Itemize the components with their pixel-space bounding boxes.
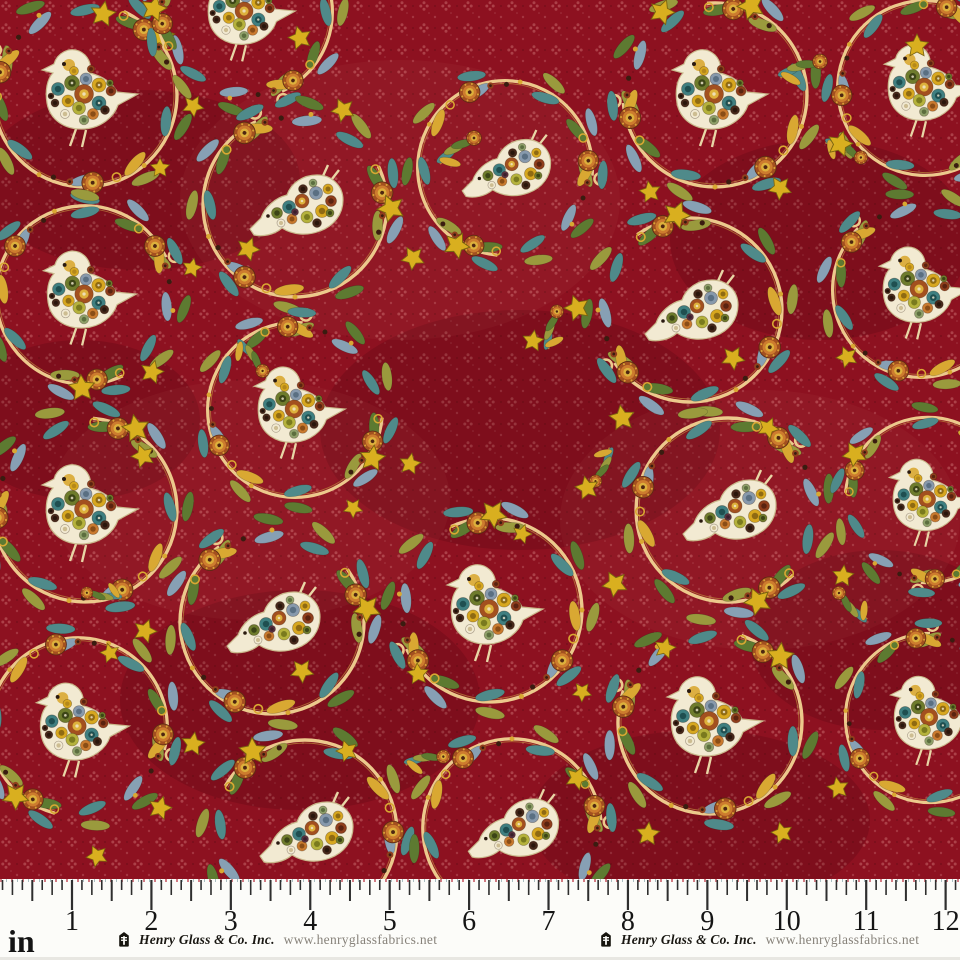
brand-mark: Henry Glass & Co. Inc. www.henryglassfab… (600, 932, 919, 948)
ruler-unit-label: in (8, 923, 35, 959)
svg-text:4: 4 (303, 906, 317, 937)
svg-text:5: 5 (383, 906, 397, 937)
svg-text:2: 2 (144, 906, 158, 937)
ruler-ticks (1, 880, 957, 910)
svg-text:6: 6 (462, 906, 476, 937)
fabric-print (0, 0, 960, 879)
svg-text:7: 7 (542, 906, 556, 937)
svg-text:1: 1 (65, 906, 79, 937)
henry-glass-logo-icon (118, 932, 130, 948)
brand-url: www.henryglassfabrics.net (765, 932, 920, 947)
svg-text:8: 8 (621, 906, 635, 937)
ruler-numbers: 1 2 3 4 5 6 7 8 9 10 11 12 (65, 906, 960, 937)
svg-text:9: 9 (700, 906, 714, 937)
brand-url: www.henryglassfabrics.net (283, 932, 438, 947)
svg-text:12: 12 (932, 906, 960, 937)
brand-name: Henry Glass & Co. Inc. (621, 932, 757, 947)
ruler: 1 2 3 4 5 6 7 8 9 10 11 12 (1, 880, 960, 937)
brand-name: Henry Glass & Co. Inc. (139, 932, 275, 947)
selvage-strip: 1 2 3 4 5 6 7 8 9 10 11 12 in Henry Glass & Co. Inc… (0, 879, 960, 960)
svg-text:11: 11 (853, 906, 880, 937)
svg-text:10: 10 (773, 906, 801, 937)
henry-glass-logo-icon (600, 932, 612, 948)
svg-text:3: 3 (224, 906, 238, 937)
brand-mark: Henry Glass & Co. Inc. www.henryglassfab… (118, 932, 437, 948)
